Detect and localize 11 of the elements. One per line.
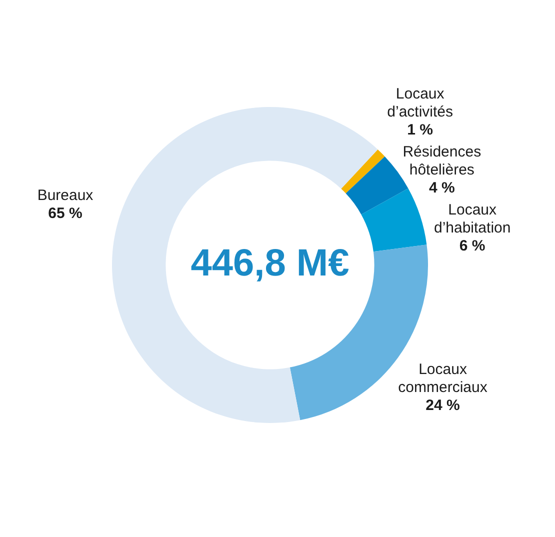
data-label: 4 % [428,180,455,196]
text: 446,8 M€ [190,242,350,284]
data-label: 6 % [459,238,486,254]
slice-label: Bureaux [37,186,94,204]
slice-label: Résidences hôtelières [402,144,482,178]
slice-label: Locaux d’habitation [434,202,511,236]
slice-label: Locaux d’activités [387,86,454,120]
data-label: 24 % [426,397,460,414]
data-label: 65 % [48,204,82,222]
data-label: 1 % [407,122,434,138]
slice-label: Locaux commerciaux [398,361,488,396]
